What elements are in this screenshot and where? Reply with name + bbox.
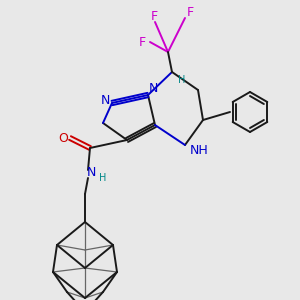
Text: O: O xyxy=(58,131,68,145)
Text: H: H xyxy=(178,75,186,85)
Text: N: N xyxy=(148,82,158,94)
Text: NH: NH xyxy=(190,143,208,157)
Text: F: F xyxy=(150,11,158,23)
Text: H: H xyxy=(99,173,107,183)
Text: F: F xyxy=(138,35,146,49)
Text: N: N xyxy=(100,94,110,107)
Text: F: F xyxy=(186,7,194,20)
Text: N: N xyxy=(86,167,96,179)
